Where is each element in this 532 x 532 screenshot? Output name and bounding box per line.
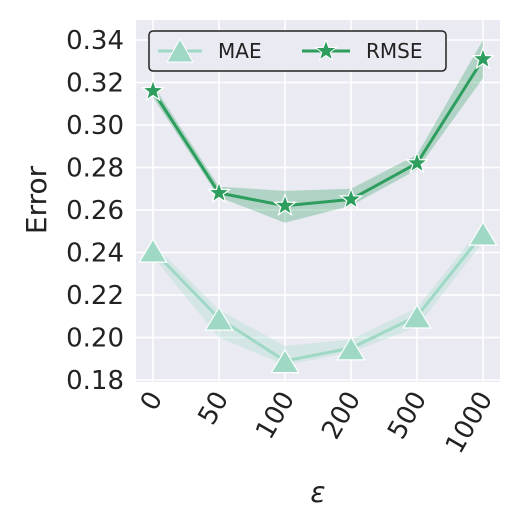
x-tick-label: 500 [382, 387, 433, 445]
x-tick-label: 0 [135, 387, 169, 416]
marker-mae-point [336, 335, 366, 361]
legend-triangle-icon [166, 37, 194, 63]
line-rmse [151, 58, 485, 208]
marker-rmse-point [338, 186, 364, 210]
y-axis-label: Error [20, 165, 53, 234]
marker-mae-point [204, 306, 234, 331]
marker-rmse-point [404, 150, 430, 174]
y-tick-label: 0.28 [66, 154, 124, 184]
marker-mae-point [468, 221, 498, 246]
marker-rmse-point [140, 78, 166, 102]
x-tick-label: 100 [250, 387, 301, 445]
legend-star-icon [314, 38, 338, 62]
y-tick-label: 0.26 [66, 196, 124, 226]
y-tick-label: 0.30 [66, 111, 124, 141]
x-axis-label: ε [310, 476, 325, 509]
line-mae [151, 232, 485, 363]
marker-mae-point [270, 348, 300, 374]
plot-area [136, 20, 500, 382]
y-tick-labels: 0.18 0.20 0.22 0.24 0.26 0.28 0.30 0.32 0.34 [66, 26, 124, 396]
y-tick-label: 0.24 [66, 239, 124, 269]
y-tick-label: 0.34 [66, 26, 124, 56]
x-tick-label: 200 [316, 387, 367, 445]
x-tick-label: 50 [193, 387, 236, 431]
legend-label-rmse: RMSE [366, 39, 422, 63]
series-lines [151, 58, 485, 363]
y-tick-label: 0.18 [66, 366, 124, 396]
marker-rmse-point [470, 46, 496, 70]
legend-box [148, 30, 447, 72]
y-tick-label: 0.32 [66, 69, 124, 99]
legend: MAE RMSE [148, 30, 447, 72]
marker-rmse-point [272, 192, 298, 217]
marker-mae-point [402, 304, 432, 329]
x-tick-labels: 0 50 100 200 500 1000 [135, 387, 499, 459]
y-tick-label: 0.22 [66, 281, 124, 311]
marker-rmse-point [206, 180, 232, 204]
series-markers [138, 46, 498, 374]
legend-label-mae: MAE [218, 39, 262, 63]
marker-mae-point [138, 238, 168, 263]
y-tick-label: 0.20 [66, 324, 124, 354]
x-tick-label: 1000 [440, 387, 499, 459]
band-rmse [153, 40, 483, 223]
